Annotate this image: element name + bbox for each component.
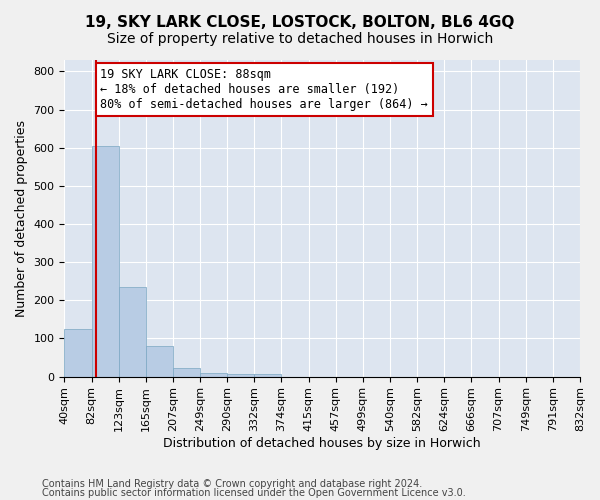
Bar <box>119 287 146 376</box>
Text: 19, SKY LARK CLOSE, LOSTOCK, BOLTON, BL6 4GQ: 19, SKY LARK CLOSE, LOSTOCK, BOLTON, BL6… <box>85 15 515 30</box>
Bar <box>254 374 281 376</box>
Bar <box>200 373 227 376</box>
Bar <box>146 346 173 376</box>
Y-axis label: Number of detached properties: Number of detached properties <box>15 120 28 317</box>
X-axis label: Distribution of detached houses by size in Horwich: Distribution of detached houses by size … <box>163 437 481 450</box>
Text: Contains public sector information licensed under the Open Government Licence v3: Contains public sector information licen… <box>42 488 466 498</box>
Text: Contains HM Land Registry data © Crown copyright and database right 2024.: Contains HM Land Registry data © Crown c… <box>42 479 422 489</box>
Bar <box>92 146 119 376</box>
Bar <box>173 368 200 376</box>
Bar <box>227 374 254 376</box>
Text: 19 SKY LARK CLOSE: 88sqm
← 18% of detached houses are smaller (192)
80% of semi-: 19 SKY LARK CLOSE: 88sqm ← 18% of detach… <box>100 68 428 111</box>
Bar <box>64 329 92 376</box>
Text: Size of property relative to detached houses in Horwich: Size of property relative to detached ho… <box>107 32 493 46</box>
